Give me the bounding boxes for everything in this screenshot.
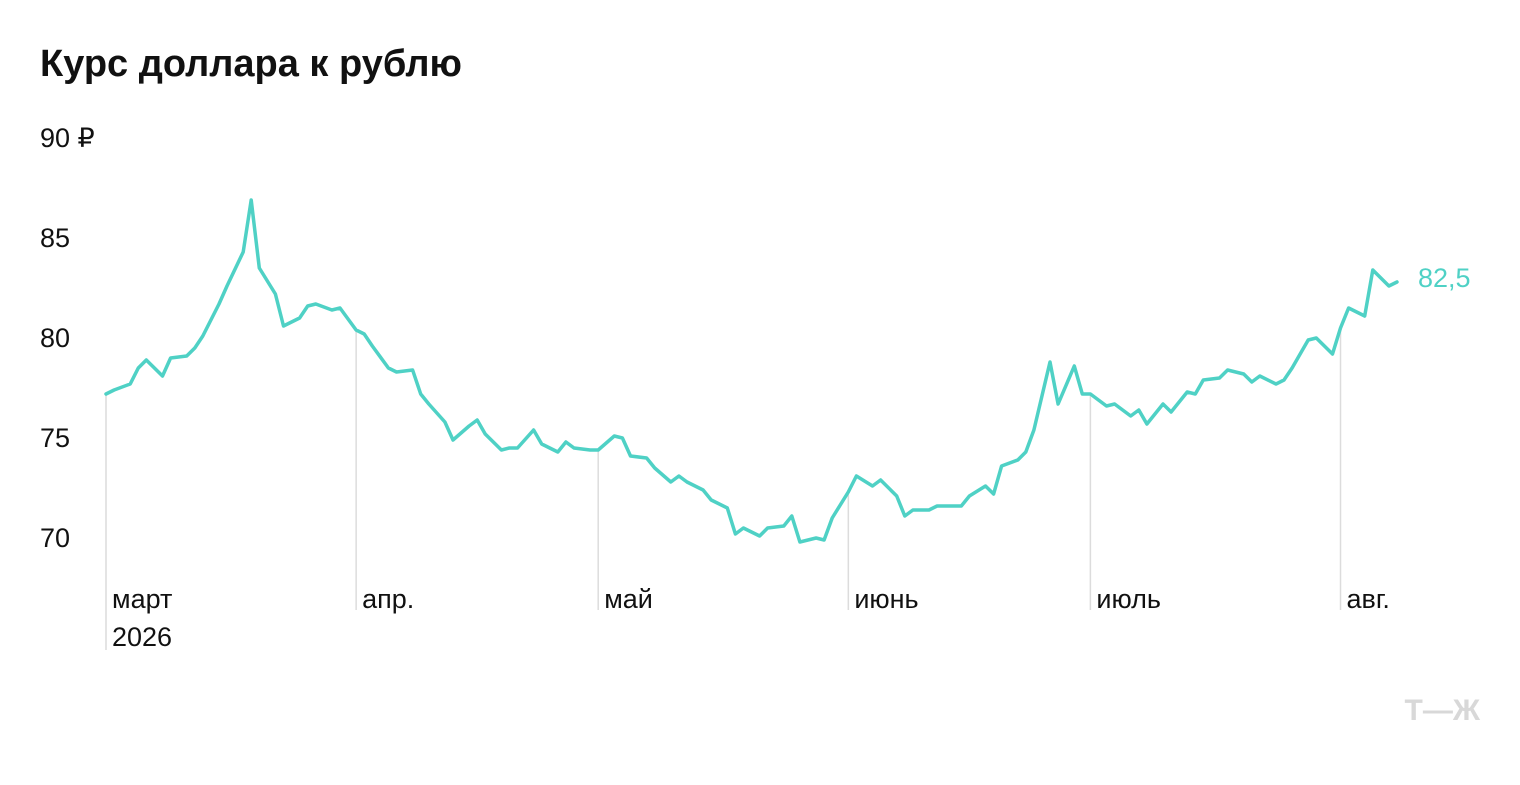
x-tick-label: апр.	[362, 584, 414, 614]
y-tick-label: 90 ₽	[40, 123, 95, 153]
x-tick-label: март	[112, 584, 172, 614]
y-tick-label: 80	[40, 323, 70, 353]
end-label: 82,5	[1418, 263, 1471, 293]
x-tick-label: май	[604, 584, 653, 614]
y-tick-label: 85	[40, 223, 70, 253]
line	[104, 198, 1399, 544]
logo: Т—Ж	[1405, 694, 1481, 727]
x-tick-label: июнь	[854, 584, 918, 614]
x-tick-label: июль	[1096, 584, 1161, 614]
year-label: 2026	[112, 622, 172, 652]
chart-title: Курс доллара к рублю	[40, 43, 462, 85]
y-tick-label: 75	[40, 423, 70, 453]
y-tick-label: 70	[40, 523, 70, 553]
x-tick-label: авг.	[1347, 584, 1390, 614]
